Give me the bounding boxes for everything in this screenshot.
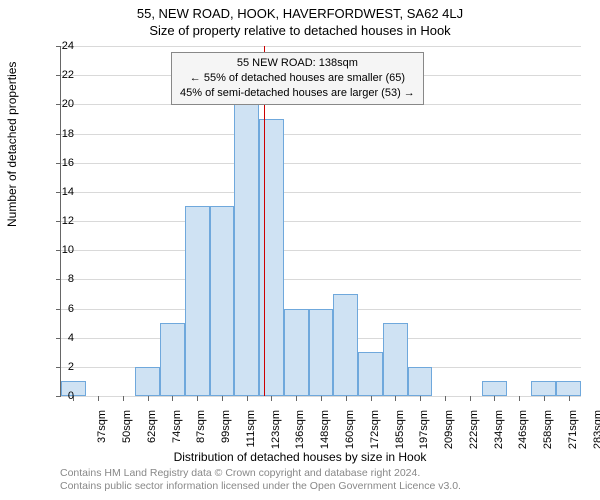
histogram-bar — [135, 367, 160, 396]
x-tick-label: 111sqm — [245, 410, 257, 470]
gridline — [61, 192, 581, 193]
histogram-bar — [333, 294, 358, 396]
x-tick — [470, 396, 471, 401]
x-tick — [247, 396, 248, 401]
x-tick — [544, 396, 545, 401]
chart-container: 55, NEW ROAD, HOOK, HAVERFORDWEST, SA62 … — [0, 0, 600, 500]
histogram-bar — [408, 367, 433, 396]
histogram-bar — [210, 206, 235, 396]
x-tick — [98, 396, 99, 401]
x-tick-label: 160sqm — [344, 410, 356, 470]
x-tick — [321, 396, 322, 401]
x-tick-label: 136sqm — [294, 410, 306, 470]
x-tick-label: 172sqm — [369, 410, 381, 470]
y-tick-label: 0 — [46, 390, 74, 402]
y-tick-label: 10 — [46, 244, 74, 256]
y-tick-label: 18 — [46, 128, 74, 140]
x-tick-label: 185sqm — [394, 410, 406, 470]
chart-title: 55, NEW ROAD, HOOK, HAVERFORDWEST, SA62 … — [0, 0, 600, 21]
y-tick-label: 12 — [46, 215, 74, 227]
plot-area: 55 NEW ROAD: 138sqm ← 55% of detached ho… — [60, 46, 581, 397]
x-tick-label: 234sqm — [493, 410, 505, 470]
footer-note: Contains HM Land Registry data © Crown c… — [60, 467, 461, 494]
x-tick-label: 99sqm — [220, 410, 232, 470]
x-tick-label: 197sqm — [418, 410, 430, 470]
x-tick-label: 148sqm — [319, 410, 331, 470]
x-tick — [519, 396, 520, 401]
x-tick — [148, 396, 149, 401]
x-tick-label: 283sqm — [592, 410, 600, 470]
x-tick-label: 87sqm — [195, 410, 207, 470]
histogram-bar — [482, 381, 507, 396]
y-tick-label: 20 — [46, 98, 74, 110]
x-tick-label: 37sqm — [96, 410, 108, 470]
histogram-bar — [185, 206, 210, 396]
gridline — [61, 221, 581, 222]
x-tick — [420, 396, 421, 401]
y-tick-label: 24 — [46, 40, 74, 52]
histogram-bar — [556, 381, 581, 396]
x-tick — [222, 396, 223, 401]
gridline — [61, 250, 581, 251]
footer-line-2: Contains public sector information licen… — [60, 480, 461, 494]
x-tick — [445, 396, 446, 401]
y-axis-label: Number of detached properties — [5, 62, 19, 227]
x-tick — [569, 396, 570, 401]
x-tick-label: 222sqm — [468, 410, 480, 470]
x-tick-label: 209sqm — [443, 410, 455, 470]
histogram-bar — [531, 381, 556, 396]
x-tick-label: 123sqm — [270, 410, 282, 470]
annotation-line-1: 55 NEW ROAD: 138sqm — [180, 56, 415, 71]
x-tick-label: 74sqm — [171, 410, 183, 470]
x-tick — [197, 396, 198, 401]
y-tick-label: 14 — [46, 186, 74, 198]
gridline — [61, 134, 581, 135]
x-tick — [371, 396, 372, 401]
gridline — [61, 279, 581, 280]
histogram-bar — [358, 352, 383, 396]
y-tick-label: 16 — [46, 157, 74, 169]
histogram-bar — [284, 309, 309, 397]
x-tick-label: 62sqm — [146, 410, 158, 470]
x-tick — [271, 396, 272, 401]
annotation-line-2: ← 55% of detached houses are smaller (65… — [180, 71, 415, 86]
histogram-bar — [383, 323, 408, 396]
x-tick — [123, 396, 124, 401]
x-tick-label: 258sqm — [542, 410, 554, 470]
annotation-box: 55 NEW ROAD: 138sqm ← 55% of detached ho… — [171, 52, 424, 105]
histogram-bar — [234, 104, 259, 396]
histogram-bar — [160, 323, 185, 396]
y-tick-label: 2 — [46, 361, 74, 373]
histogram-bar — [309, 309, 334, 397]
histogram-bar — [259, 119, 284, 396]
annotation-line-3: 45% of semi-detached houses are larger (… — [180, 86, 415, 101]
y-tick-label: 4 — [46, 332, 74, 344]
gridline — [61, 46, 581, 47]
x-tick — [172, 396, 173, 401]
y-tick-label: 8 — [46, 273, 74, 285]
x-tick — [296, 396, 297, 401]
chart-subtitle: Size of property relative to detached ho… — [0, 21, 600, 38]
y-tick-label: 6 — [46, 303, 74, 315]
x-tick-label: 50sqm — [121, 410, 133, 470]
x-tick — [494, 396, 495, 401]
x-tick — [346, 396, 347, 401]
x-tick — [395, 396, 396, 401]
x-tick-label: 271sqm — [567, 410, 579, 470]
x-tick-label: 246sqm — [517, 410, 529, 470]
gridline — [61, 163, 581, 164]
y-tick-label: 22 — [46, 69, 74, 81]
